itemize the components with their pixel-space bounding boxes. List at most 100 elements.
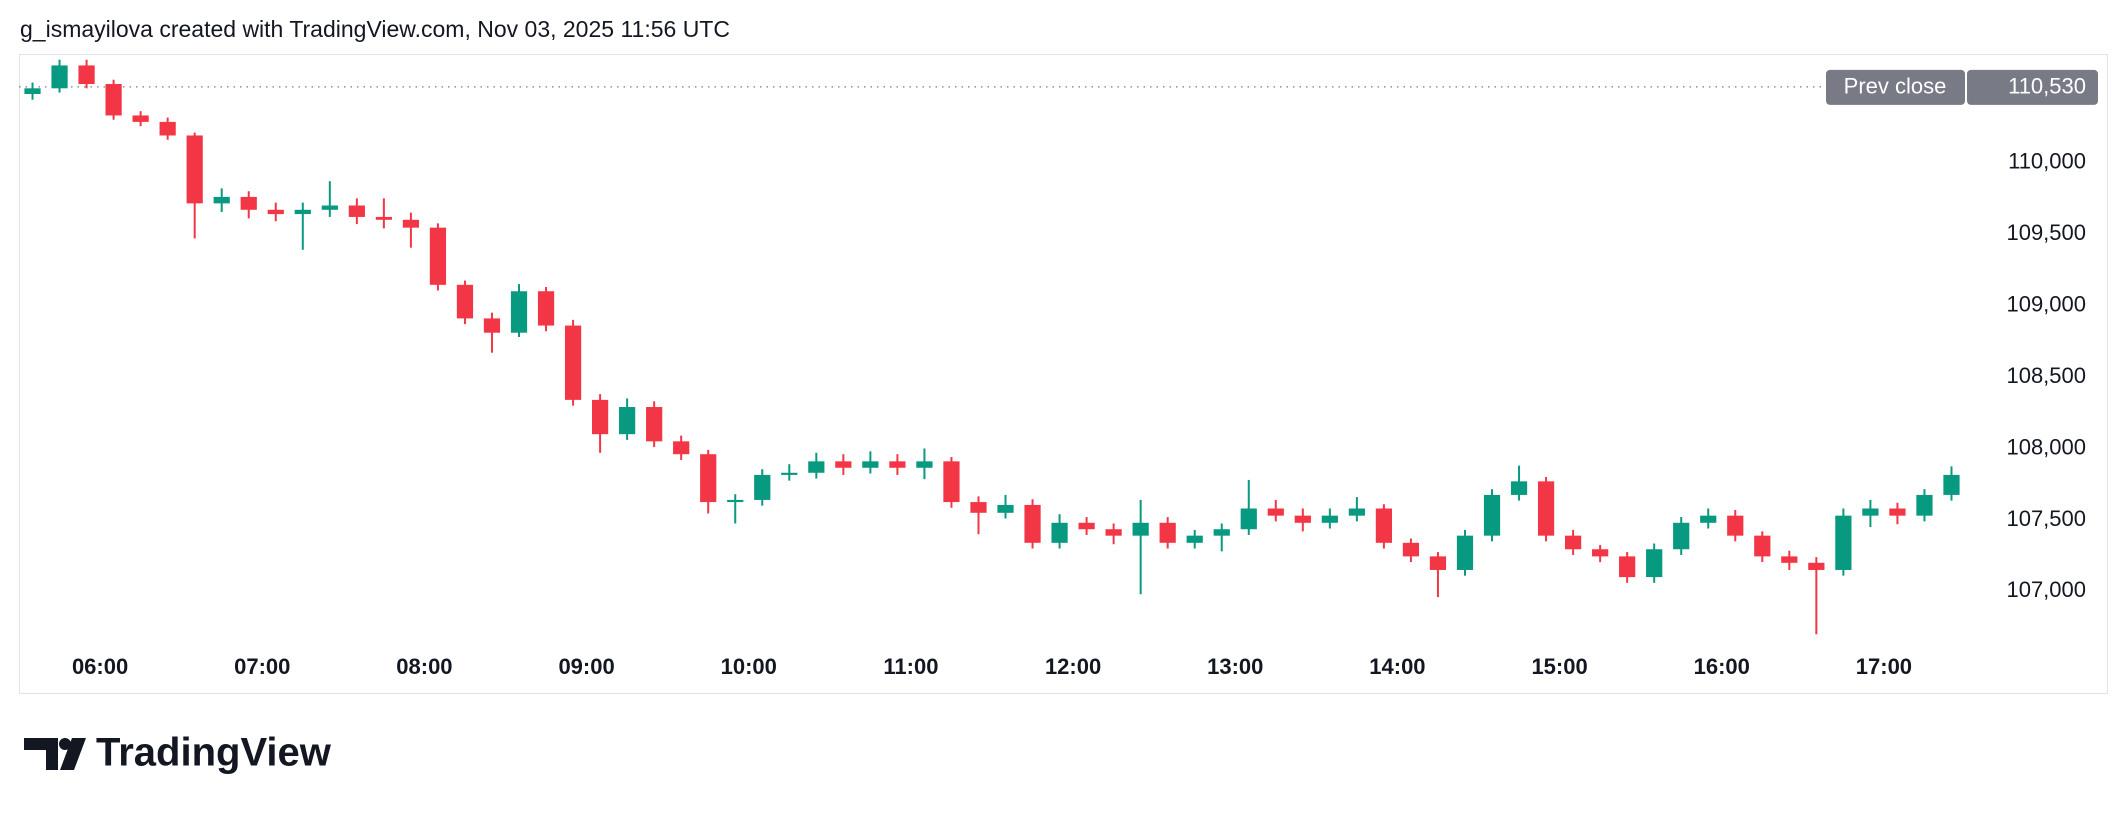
- x-tick-label: 07:00: [234, 654, 290, 679]
- chart-frame: [19, 54, 2108, 694]
- candle-body: [835, 461, 852, 468]
- y-tick-label: 107,000: [2006, 577, 2086, 602]
- x-tick-label: 10:00: [721, 654, 777, 679]
- candle-body: [1051, 522, 1068, 543]
- candle-body: [267, 209, 284, 215]
- candle-body: [402, 219, 420, 228]
- prev-close-name: Prev close: [1844, 74, 1947, 99]
- candle-body: [1105, 529, 1122, 536]
- candle-body: [1619, 556, 1636, 578]
- candle-body: [1186, 535, 1203, 543]
- candle-body: [808, 461, 825, 473]
- candle-body: [105, 84, 122, 116]
- prev-close-value: 110,530: [2008, 74, 2086, 99]
- candle-body: [348, 205, 365, 217]
- candle-body: [673, 441, 690, 455]
- candle-body: [970, 502, 987, 513]
- y-tick-label: 108,000: [2006, 434, 2086, 459]
- candle-body: [619, 407, 636, 435]
- candle-body: [1862, 508, 1879, 516]
- candle-body: [1159, 522, 1176, 543]
- candle-body: [1808, 562, 1825, 570]
- logo-mark: [59, 738, 71, 750]
- logo-mark: [60, 738, 86, 770]
- candle-body: [591, 399, 609, 435]
- candle-body: [1348, 508, 1365, 516]
- attribution: g_ismayilova created with TradingView.co…: [20, 16, 730, 42]
- candle-body: [1267, 508, 1284, 516]
- candle-body: [1673, 522, 1690, 550]
- candle-body: [159, 121, 176, 136]
- candle-body: [1889, 508, 1906, 516]
- candle-body: [1916, 494, 1933, 516]
- y-tick-label: 109,500: [2006, 220, 2086, 245]
- x-tick-label: 16:00: [1694, 654, 1750, 679]
- candle-body: [997, 504, 1014, 513]
- logo: [24, 738, 86, 770]
- candle-body: [943, 461, 960, 503]
- candle-body: [1781, 556, 1798, 563]
- candle-body: [1429, 556, 1447, 570]
- candle-body: [646, 407, 663, 442]
- candle-body: [1700, 515, 1717, 523]
- candle-body: [1646, 549, 1663, 578]
- candle-body: [1240, 508, 1257, 530]
- candle-body: [1483, 494, 1501, 536]
- candle-body: [24, 88, 41, 95]
- plot: 107,000 107,500 108,000 108,500 109,000 109,5…: [19, 59, 2098, 679]
- candle-body: [456, 284, 474, 319]
- x-tick-label: 17:00: [1856, 654, 1912, 679]
- candle-body: [1375, 508, 1393, 543]
- candle-body: [1835, 515, 1852, 570]
- candle-body: [1592, 549, 1609, 557]
- candle-body: [1537, 481, 1555, 536]
- x-tick-label: 06:00: [72, 654, 128, 679]
- candle-body: [51, 65, 68, 89]
- brand: TradingView: [96, 731, 332, 775]
- x-tick-label: 09:00: [558, 654, 614, 679]
- candle-body: [537, 291, 555, 326]
- candle-body: [916, 461, 933, 468]
- candle-body: [240, 196, 257, 210]
- candle-body: [564, 325, 582, 400]
- x-tick-label: 13:00: [1207, 654, 1263, 679]
- candle-body: [862, 461, 879, 468]
- candle-body: [132, 115, 149, 122]
- candle-body: [1564, 535, 1582, 550]
- candle-body: [727, 499, 744, 503]
- candle-body: [1078, 522, 1095, 530]
- candle-body: [1727, 515, 1744, 536]
- prev-close-badge: [1826, 69, 1965, 105]
- candle-body: [186, 135, 203, 204]
- x-tick-label: 12:00: [1045, 654, 1101, 679]
- candle-body: [1213, 529, 1230, 536]
- candle-body: [78, 65, 95, 85]
- candle-body: [1402, 542, 1420, 557]
- candle-body: [429, 227, 447, 285]
- logo-mark: [24, 738, 58, 770]
- candle-body: [1294, 515, 1311, 523]
- y-tick-label: 108,500: [2006, 363, 2086, 388]
- candle-body: [510, 291, 528, 333]
- candle-body: [1510, 481, 1528, 495]
- candle-body: [294, 209, 311, 215]
- candle-body: [1456, 535, 1474, 570]
- prev-close-value-badge: [1967, 69, 2098, 105]
- candle-body: [1754, 535, 1771, 557]
- y-tick-label: 107,500: [2006, 506, 2086, 531]
- candle-body: [375, 216, 392, 220]
- x-tick-label: 15:00: [1531, 654, 1587, 679]
- candle-body: [1943, 474, 1960, 495]
- candle-body: [754, 474, 771, 500]
- candle-body: [700, 454, 717, 503]
- candle-body: [1024, 504, 1041, 543]
- x-tick-label: 14:00: [1369, 654, 1425, 679]
- candle-body: [1132, 522, 1149, 536]
- x-tick-label: 11:00: [883, 654, 938, 679]
- candle-body: [781, 472, 798, 475]
- candle-body: [321, 205, 338, 210]
- candle-body: [889, 461, 906, 468]
- y-tick-label: 109,000: [2006, 291, 2086, 316]
